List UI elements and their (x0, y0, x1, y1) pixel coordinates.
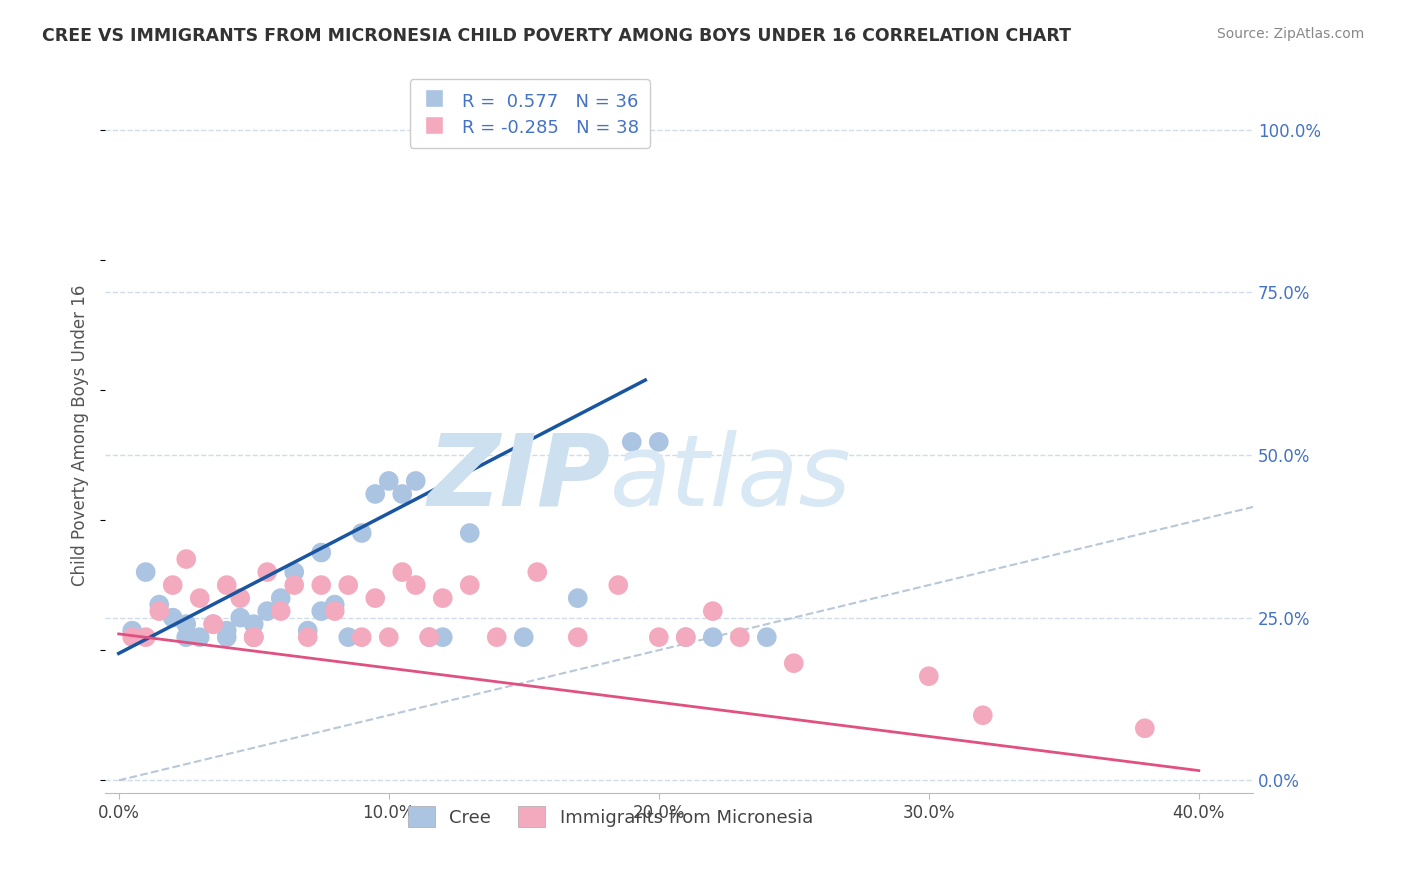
Point (918, 669, 941, 683)
Point (337, 578, 360, 592)
Point (418, 630, 440, 644)
Point (337, 630, 360, 644)
Point (242, 630, 264, 644)
Point (162, 610, 184, 624)
Point (202, 617, 225, 632)
Point (256, 565, 278, 579)
Point (391, 487, 413, 501)
Point (242, 630, 264, 644)
Point (270, 591, 292, 606)
Point (229, 591, 252, 606)
Point (702, 630, 724, 644)
Point (432, 630, 454, 644)
Point (309, 545, 332, 559)
Point (215, 578, 238, 592)
Point (675, 630, 697, 644)
Point (283, 578, 305, 592)
Point (297, 630, 319, 644)
Point (242, 617, 264, 632)
Point (174, 630, 197, 644)
Legend: Cree, Immigrants from Micronesia: Cree, Immigrants from Micronesia (401, 799, 820, 834)
Point (323, 598, 346, 612)
Point (648, 434, 671, 449)
Point (174, 617, 197, 632)
Point (229, 610, 252, 624)
Point (242, 630, 264, 644)
Point (135, 630, 157, 644)
Text: CREE VS IMMIGRANTS FROM MICRONESIA CHILD POVERTY AMONG BOYS UNDER 16 CORRELATION: CREE VS IMMIGRANTS FROM MICRONESIA CHILD… (42, 27, 1071, 45)
Point (297, 624, 319, 638)
Point (702, 604, 724, 618)
Point (350, 526, 373, 541)
Point (283, 565, 305, 579)
Point (256, 604, 278, 618)
Point (309, 604, 332, 618)
Point (364, 591, 387, 606)
Text: atlas: atlas (610, 430, 852, 527)
Point (648, 630, 671, 644)
Point (215, 630, 238, 644)
Point (567, 630, 589, 644)
Point (972, 708, 994, 723)
Point (377, 630, 399, 644)
Point (323, 604, 346, 618)
Point (121, 624, 143, 638)
Text: Source: ZipAtlas.com: Source: ZipAtlas.com (1216, 27, 1364, 41)
Point (458, 526, 481, 541)
Point (350, 630, 373, 644)
Point (675, 630, 697, 644)
Point (162, 578, 184, 592)
Point (215, 624, 238, 638)
Point (485, 630, 508, 644)
Point (188, 591, 211, 606)
Point (148, 598, 170, 612)
Point (432, 591, 454, 606)
Point (567, 591, 589, 606)
Point (418, 630, 440, 644)
Point (783, 656, 806, 670)
Point (607, 578, 630, 592)
Point (1133, 721, 1156, 735)
Point (391, 565, 413, 579)
Point (270, 604, 292, 618)
Point (148, 604, 170, 618)
Point (135, 565, 157, 579)
Point (202, 617, 225, 632)
Point (728, 630, 751, 644)
Point (309, 578, 332, 592)
Point (526, 565, 548, 579)
Point (377, 474, 399, 488)
Y-axis label: Child Poverty Among Boys Under 16: Child Poverty Among Boys Under 16 (72, 285, 89, 586)
Point (174, 552, 197, 566)
Text: ZIP: ZIP (427, 430, 610, 527)
Point (755, 630, 778, 644)
Point (405, 474, 427, 488)
Point (513, 630, 536, 644)
Point (364, 487, 387, 501)
Point (458, 578, 481, 592)
Point (121, 630, 143, 644)
Point (620, 434, 643, 449)
Point (188, 630, 211, 644)
Point (405, 578, 427, 592)
